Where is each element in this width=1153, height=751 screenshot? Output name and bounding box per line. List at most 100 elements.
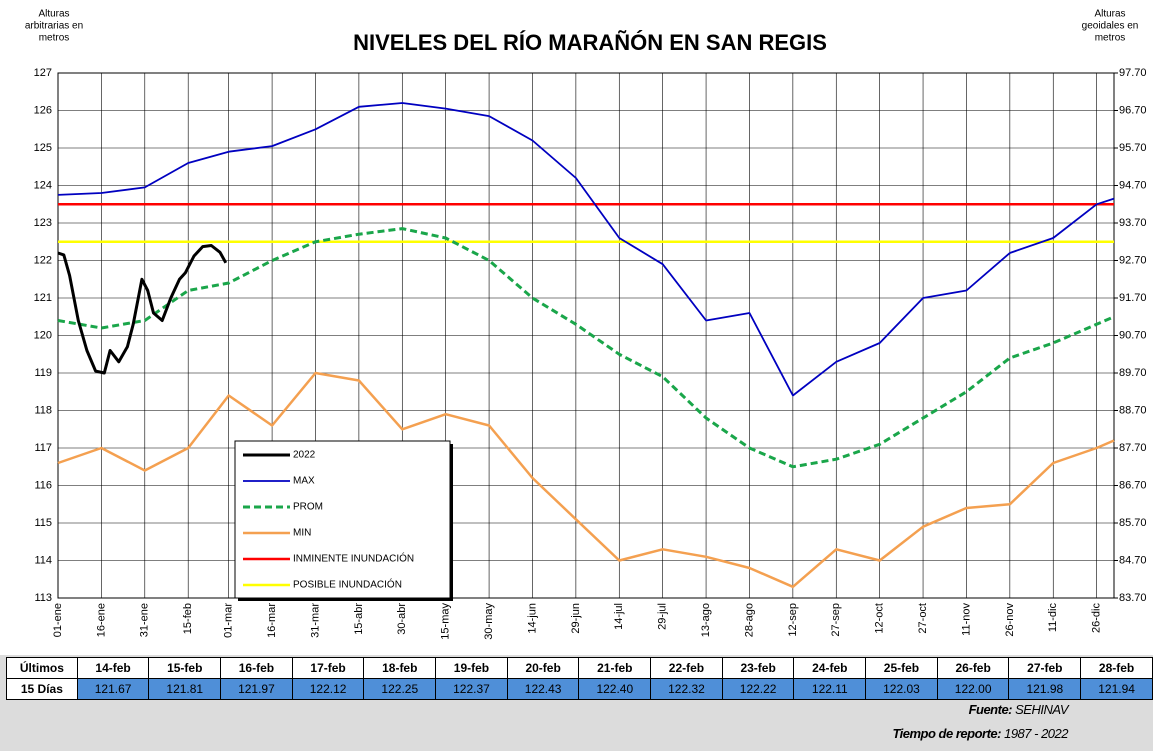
x-tick-label: 16-mar (266, 603, 278, 638)
table-header-cell: 15-feb (148, 657, 222, 679)
y2-tick-label: 88.70 (1119, 404, 1147, 416)
x-tick-label: 26-dic (1091, 603, 1103, 633)
legend-label: INMINENTE INUNDACIÓN (293, 552, 414, 565)
source-label: Fuente: (968, 702, 1013, 717)
table-cell: 122.43 (506, 678, 580, 700)
y2-tick-label: 87.70 (1119, 442, 1147, 454)
x-tick-label: 27-oct (917, 603, 929, 634)
series-line (57, 102, 1115, 397)
y2-tick-label: 97.70 (1119, 67, 1147, 79)
y2-tick-label: 94.70 (1119, 179, 1147, 191)
y2-tick-label: 96.70 (1119, 104, 1147, 116)
series-line (57, 244, 228, 375)
legend-label: PROM (293, 502, 323, 513)
table-cell: 122.40 (578, 678, 652, 700)
plot-frame (57, 72, 1115, 599)
x-tick-label: 30-abr (396, 603, 408, 635)
x-tick-label: 28-ago (743, 603, 755, 637)
x-tick-label: 27-sep (830, 603, 842, 637)
period: Tiempo de reporte: 1987 - 2022 (892, 726, 1068, 741)
y-axis-label: arbitrarias en (25, 21, 83, 32)
y2-tick-label: 85.70 (1119, 517, 1147, 529)
y-tick-label: 113 (34, 592, 52, 604)
table-cell: 121.97 (220, 678, 293, 700)
x-tick-label: 14-jul (613, 603, 625, 630)
x-tick-label: 12-oct (874, 603, 886, 634)
table-header-cell: 26-feb (936, 657, 1010, 679)
table-cell: 122.12 (291, 678, 365, 700)
table-header-cell: 18-feb (363, 657, 437, 679)
x-tick-label: 26-nov (1004, 603, 1016, 637)
y2-axis-label: metros (1095, 33, 1126, 44)
table-cell: 122.22 (721, 678, 795, 700)
x-tick-label: 31-mar (309, 603, 321, 638)
y-tick-label: 120 (34, 329, 52, 341)
y-tick-label: 118 (34, 404, 52, 416)
y-tick-label: 122 (34, 254, 52, 266)
y-tick-label: 121 (34, 292, 52, 304)
table-header-cell: 22-feb (650, 657, 723, 679)
x-tick-label: 01-ene (52, 603, 64, 637)
table-header-cell: 17-feb (291, 657, 365, 679)
legend-label: MAX (293, 476, 315, 487)
y2-tick-label: 91.70 (1119, 292, 1147, 304)
table-cell: 122.37 (435, 678, 508, 700)
x-tick-label: 15-feb (182, 603, 194, 634)
y-tick-label: 117 (34, 442, 52, 454)
table-cell: 121.94 (1080, 678, 1153, 700)
y-tick-label: 124 (34, 179, 52, 191)
series-line (57, 227, 1115, 469)
table-header-cell: 25-feb (865, 657, 938, 679)
table-cell: 121.67 (76, 678, 150, 700)
x-tick-label: 30-may (483, 603, 495, 640)
y-tick-label: 125 (34, 142, 52, 154)
table-cell: 15 Días (6, 678, 78, 700)
table-header-cell: 19-feb (435, 657, 508, 679)
table-header-cell: 20-feb (506, 657, 580, 679)
table-cell: 122.11 (793, 678, 867, 700)
x-tick-label: 29-jul (657, 603, 669, 630)
y2-tick-label: 90.70 (1119, 329, 1147, 341)
y2-tick-label: 93.70 (1119, 217, 1147, 229)
x-tick-label: 01-mar (223, 603, 235, 638)
legend-label: 2022 (293, 450, 316, 461)
table-header-cell: 28-feb (1080, 657, 1153, 679)
table-header-cell: 14-feb (76, 657, 150, 679)
x-tick-label: 12-sep (787, 603, 799, 637)
x-tick-label: 11-nov (960, 603, 972, 636)
table-cell: 122.00 (936, 678, 1010, 700)
chart-title: NIVELES DEL RÍO MARAÑÓN EN SAN REGIS (353, 30, 827, 55)
legend-label: MIN (293, 528, 311, 539)
x-tick-label: 15-abr (353, 603, 365, 635)
y2-tick-label: 95.70 (1119, 142, 1147, 154)
table-header-cell: Últimos (6, 657, 78, 679)
y2-tick-label: 83.70 (1119, 592, 1147, 604)
x-tick-label: 13-ago (700, 603, 712, 637)
table-cell: 122.03 (865, 678, 938, 700)
legend-label: POSIBLE INUNDACIÓN (293, 578, 402, 591)
y-tick-label: 123 (34, 217, 52, 229)
y-tick-label: 114 (34, 554, 52, 566)
y2-axis-label: Alturas (1094, 9, 1125, 20)
y-tick-label: 116 (34, 479, 52, 491)
x-tick-label: 11-dic (1047, 603, 1059, 633)
y-tick-label: 119 (34, 367, 52, 379)
y2-tick-label: 92.70 (1119, 254, 1147, 266)
table-cell: 122.25 (363, 678, 437, 700)
chart-background (0, 0, 1153, 655)
y-axis-label: Alturas (38, 9, 69, 20)
x-tick-label: 14-jun (526, 603, 538, 634)
series-line (57, 371, 1115, 589)
y2-axis-label: geoidales en (1082, 21, 1139, 32)
period-text: 1987 - 2022 (1004, 726, 1068, 741)
legend (234, 440, 451, 599)
table-header: Últimos 14-feb 15-feb 16-feb 17-feb 18-feb 19-… (6, 657, 1153, 679)
x-tick-label: 16-ene (95, 603, 107, 637)
source-text: SEHINAV (1015, 702, 1068, 717)
y-tick-label: 115 (34, 517, 52, 529)
y-axis-label: metros (39, 33, 70, 44)
y2-tick-label: 89.70 (1119, 367, 1147, 379)
table-header-cell: 23-feb (721, 657, 795, 679)
x-tick-label: 31-ene (139, 603, 151, 637)
y-tick-label: 126 (34, 104, 52, 116)
